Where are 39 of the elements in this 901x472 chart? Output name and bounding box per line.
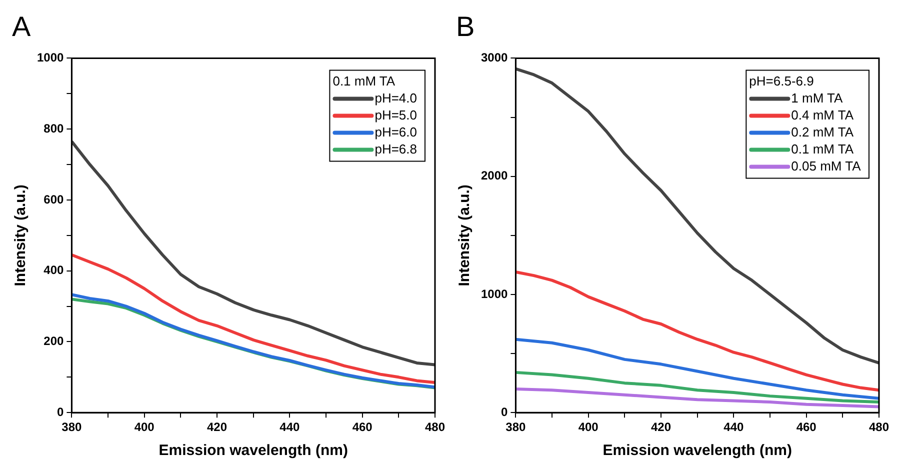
x-tick-label: 440 <box>724 420 744 434</box>
legend-label: 1 mM TA <box>791 90 844 106</box>
x-tick-label: 420 <box>650 420 672 434</box>
y-tick-label: 800 <box>44 121 64 136</box>
x-tick-label: 400 <box>134 420 155 434</box>
legend-label: pH=5.0 <box>374 107 418 122</box>
legend-label: 0.1 mM TA <box>791 141 854 156</box>
x-tick-label: 440 <box>280 420 300 434</box>
legend-label: pH=6.8 <box>374 141 418 156</box>
y-tick-label: 400 <box>44 263 64 278</box>
x-tick-label: 420 <box>206 420 228 434</box>
y-axis-title: Intensity (a.u.) <box>12 184 30 286</box>
text: B <box>456 11 475 42</box>
legend-label: 0.05 mM TA <box>791 158 862 174</box>
legend-title: 0.1 mM TA <box>332 73 396 88</box>
y-tick-label: 3000 <box>480 50 508 65</box>
y-tick-label: 1000 <box>480 286 508 301</box>
legend-label: 0.4 mM TA <box>791 107 854 122</box>
y-tick-label: 0 <box>57 404 64 419</box>
legend-label: pH=6.0 <box>374 124 418 140</box>
y-tick-label: 200 <box>44 334 64 348</box>
y-axis-title: Intensity (a.u.) <box>456 184 474 286</box>
legend-title: pH=6.5-6.9 <box>749 73 814 88</box>
x-axis-title: Emission wavelength (nm) <box>602 442 792 460</box>
legend-label: pH=4.0 <box>374 90 418 106</box>
x-tick-label: 460 <box>796 420 817 434</box>
x-tick-label: 460 <box>352 420 373 434</box>
y-tick-label: 600 <box>44 192 64 206</box>
legend-label: 0.2 mM TA <box>791 124 854 140</box>
x-tick-label: 380 <box>62 420 82 434</box>
y-tick-label: 0 <box>501 404 508 419</box>
x-axis-title: Emission wavelength (nm) <box>158 442 348 460</box>
x-tick-label: 400 <box>578 420 599 434</box>
x-tick-label: 480 <box>868 420 890 434</box>
x-tick-label: 480 <box>424 420 446 434</box>
y-tick-label: 2000 <box>480 168 508 183</box>
x-tick-label: 380 <box>506 420 526 434</box>
y-tick-label: 1000 <box>36 50 64 65</box>
text: A <box>12 11 31 42</box>
